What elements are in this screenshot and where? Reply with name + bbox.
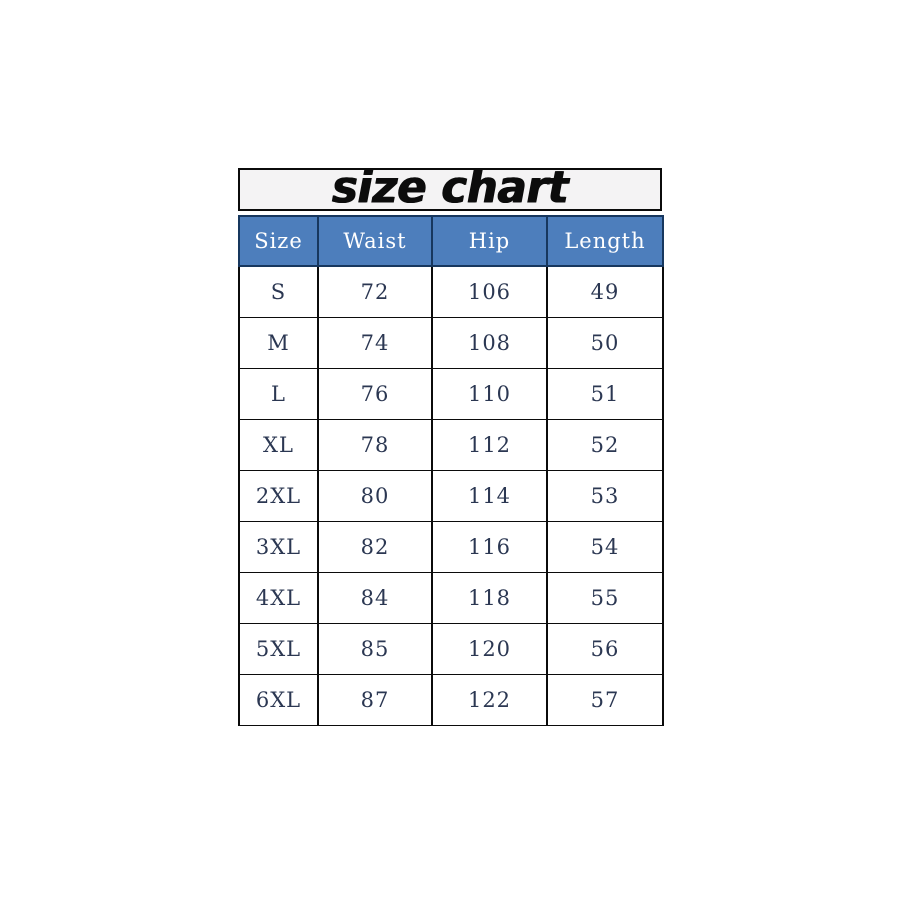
column-header-size: Size [238,215,319,267]
table-cell: 57 [546,674,664,726]
table-row-3xl: 3XL 82 116 54 [238,521,664,573]
column-header-length: Length [546,215,664,267]
table-cell: 84 [317,572,433,624]
table-cell: 74 [317,317,433,369]
table-cell: 114 [431,470,548,522]
table-cell: 85 [317,623,433,675]
table-cell: 72 [317,265,433,318]
size-table-body: S 72 106 49 M 74 108 50 L 76 110 51 XL 78 112 52 2XL 80 11… [238,265,664,726]
table-cell: 87 [317,674,433,726]
table-cell: 110 [431,368,548,420]
table-row-2xl: 2XL 80 114 53 [238,470,664,522]
size-chart-title: size chart [331,168,569,211]
size-chart-title-banner: size chart [238,168,662,211]
table-cell: 50 [546,317,664,369]
table-cell: 49 [546,265,664,318]
table-cell: XL [238,419,319,471]
table-cell: 51 [546,368,664,420]
column-header-waist: Waist [317,215,433,267]
size-table-header: Size Waist Hip Length [238,215,664,267]
table-cell: 112 [431,419,548,471]
table-row-4xl: 4XL 84 118 55 [238,572,664,624]
table-row-5xl: 5XL 85 120 56 [238,623,664,675]
table-row-l: L 76 110 51 [238,368,664,420]
table-row-xl: XL 78 112 52 [238,419,664,471]
table-cell: 54 [546,521,664,573]
table-cell: 82 [317,521,433,573]
table-cell: 120 [431,623,548,675]
table-cell: 76 [317,368,433,420]
table-cell: 2XL [238,470,319,522]
table-row-s: S 72 106 49 [238,265,664,318]
table-cell: 6XL [238,674,319,726]
table-cell: 53 [546,470,664,522]
table-row-6xl: 6XL 87 122 57 [238,674,664,726]
table-cell: 116 [431,521,548,573]
table-cell: 108 [431,317,548,369]
table-cell: 122 [431,674,548,726]
table-cell: 4XL [238,572,319,624]
header-row: Size Waist Hip Length [238,215,664,267]
table-cell: M [238,317,319,369]
table-cell: 52 [546,419,664,471]
table-cell: 5XL [238,623,319,675]
table-cell: 80 [317,470,433,522]
table-cell: 3XL [238,521,319,573]
table-cell: 56 [546,623,664,675]
table-cell: S [238,265,319,318]
table-cell: 106 [431,265,548,318]
table-cell: L [238,368,319,420]
table-cell: 78 [317,419,433,471]
table-row-m: M 74 108 50 [238,317,664,369]
table-cell: 55 [546,572,664,624]
table-cell: 118 [431,572,548,624]
column-header-hip: Hip [431,215,548,267]
size-table: Size Waist Hip Length S 72 106 49 M 74 108 50 L 76 11… [238,215,664,726]
